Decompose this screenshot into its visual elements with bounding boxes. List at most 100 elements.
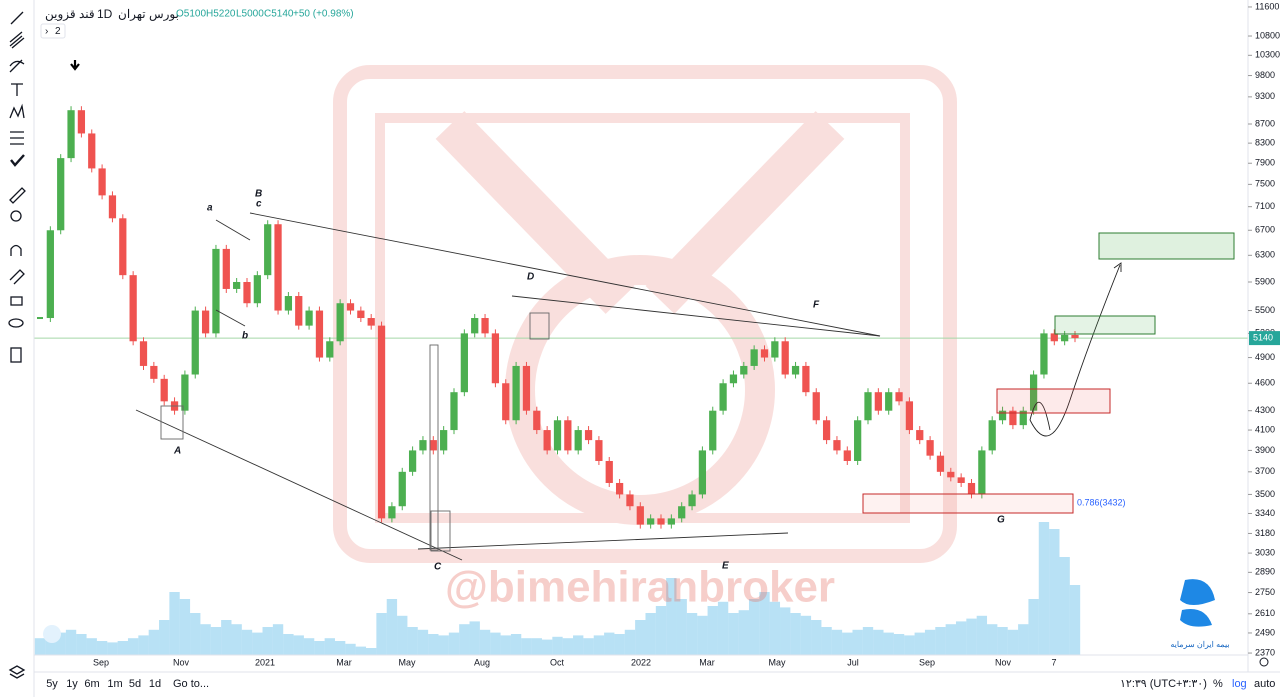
x-tick-label: Sep	[93, 657, 109, 667]
check-tool[interactable]	[10, 154, 25, 167]
volume-bar	[976, 615, 988, 655]
range-button[interactable]: 6m	[84, 678, 99, 690]
candle-body	[564, 420, 572, 451]
lock-drawing-tool[interactable]	[9, 269, 25, 285]
trash-tool[interactable]	[10, 347, 22, 363]
text-tool[interactable]	[11, 83, 23, 96]
magnet-tool[interactable]	[10, 244, 22, 257]
y-tick-label: 6300	[1255, 250, 1275, 260]
interval: 1D	[97, 7, 113, 21]
y-tick-label: 4100	[1255, 424, 1275, 434]
log-toggle[interactable]: log	[1232, 678, 1247, 690]
trend-line-tool[interactable]	[10, 11, 24, 25]
candle-body	[854, 420, 862, 461]
candle-body	[1061, 334, 1069, 342]
y-tick-label: 5500	[1255, 305, 1275, 315]
volume-bar	[169, 592, 180, 655]
x-tick-label: Nov	[173, 657, 190, 667]
volume-bar	[676, 599, 687, 655]
range-button[interactable]: 1m	[107, 678, 122, 690]
goto[interactable]: Go to...	[173, 678, 209, 690]
y-tick-label: 7900	[1255, 158, 1275, 168]
candle-body	[605, 460, 613, 483]
volume-bar	[55, 632, 66, 655]
candle-body	[315, 310, 324, 358]
candle-body	[1050, 333, 1058, 342]
candle-body	[885, 392, 893, 411]
candle-body	[357, 310, 365, 319]
prediction-tool[interactable]	[10, 131, 24, 145]
volume-bar	[583, 638, 594, 655]
candle-body	[802, 365, 810, 393]
volume-bar	[614, 634, 625, 655]
percent-toggle[interactable]: %	[1213, 678, 1223, 690]
x-tick-label: Sep	[919, 657, 935, 667]
y-tick-label: 9300	[1255, 91, 1275, 101]
ruler-tool[interactable]	[9, 187, 26, 204]
layers-tool[interactable]	[8, 665, 26, 679]
candle-body	[895, 392, 903, 402]
candle-body	[274, 224, 282, 311]
lock-tool[interactable]	[10, 296, 23, 306]
exchange: بورس تهران	[118, 7, 179, 21]
annotation: A	[173, 446, 181, 457]
candle-body	[388, 506, 396, 519]
y-tick-label: 2490	[1255, 627, 1275, 637]
target-zone	[1054, 315, 1156, 335]
volume-bar	[883, 632, 894, 655]
candle-body	[543, 430, 551, 451]
volume-bar	[76, 634, 87, 655]
clock: ۱۲:۳۹ (UTC+۳:۳۰)	[1120, 678, 1207, 690]
settings[interactable]	[1259, 657, 1269, 667]
y-tick-label: 3340	[1255, 508, 1275, 518]
range-button[interactable]: 1d	[149, 678, 161, 690]
candle-body	[295, 296, 303, 326]
brush-tool[interactable]	[9, 59, 25, 73]
volume-bar	[748, 599, 760, 655]
fib-tool[interactable]	[9, 31, 25, 49]
annotation: c	[256, 199, 262, 210]
candle-body	[1019, 410, 1027, 426]
volume-bar	[355, 646, 367, 655]
candle-body	[502, 383, 510, 421]
volume-bar	[314, 641, 325, 655]
left-toolbar	[0, 0, 35, 697]
annotation: G	[997, 515, 1005, 526]
candle-body	[471, 318, 479, 334]
volume-bar	[541, 639, 553, 655]
volume-bar	[842, 632, 853, 655]
visibility-tool[interactable]	[8, 318, 24, 328]
range-button[interactable]: 1y	[66, 678, 78, 690]
pattern-tool[interactable]	[9, 103, 25, 119]
broker-logo	[1180, 579, 1215, 627]
candle-body	[88, 133, 96, 169]
zoom-tool[interactable]	[10, 210, 22, 222]
indicator-count[interactable]: 2	[55, 26, 61, 37]
watermark-logo	[333, 65, 957, 563]
candle-body	[822, 420, 831, 441]
candle-body	[595, 440, 603, 461]
volume-bar	[159, 620, 170, 655]
candle-body	[46, 230, 54, 319]
y-tick-label: 4600	[1255, 378, 1275, 388]
y-tick-label: 6700	[1255, 225, 1275, 235]
indicators-toggle[interactable]	[40, 23, 66, 39]
candle-body	[450, 392, 458, 431]
volume-bar	[997, 627, 1008, 655]
auto-toggle[interactable]: auto	[1254, 678, 1275, 690]
range-button[interactable]: 5d	[129, 678, 141, 690]
bottom-bar: Go to... ۱۲:۳۹ (UTC+۳:۳۰) % log auto 5y 1…	[46, 678, 1275, 690]
candle-body	[926, 440, 934, 456]
candle-body	[336, 303, 344, 342]
candle-body	[212, 248, 220, 334]
candle-body	[740, 365, 748, 375]
candle-body	[481, 318, 489, 334]
tv-logo	[43, 625, 61, 643]
volume-bar	[635, 620, 646, 655]
volume-bar	[148, 629, 160, 655]
annotation: b	[242, 331, 248, 342]
y-tick-label: 8700	[1255, 118, 1275, 128]
range-button[interactable]: 5y	[46, 678, 58, 690]
volume-bar	[500, 635, 511, 655]
indicators-toggle-label[interactable]: ›	[45, 26, 48, 37]
